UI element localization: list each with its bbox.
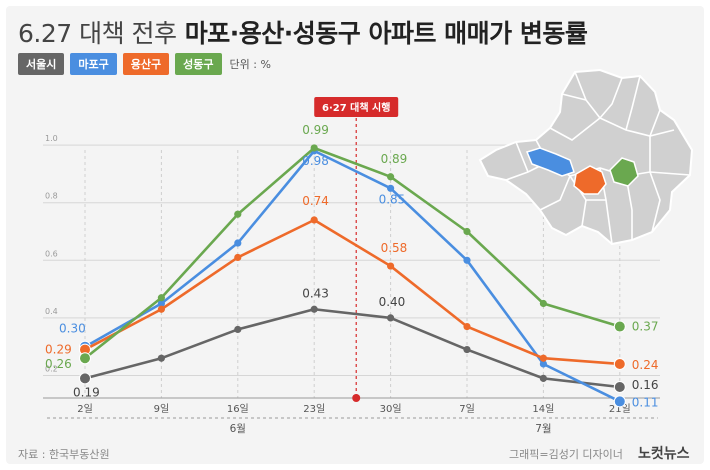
data-label: 0.74 — [302, 194, 329, 208]
month-label: 6월 — [230, 423, 246, 435]
y-tick-label: 0.4 — [45, 307, 58, 316]
data-point — [463, 256, 471, 264]
data-point — [157, 294, 165, 302]
data-point — [387, 314, 395, 322]
data-point — [613, 357, 626, 370]
seoul-outline — [478, 68, 694, 246]
data-label: 0.37 — [632, 320, 659, 334]
legend-yongsan: 용산구 — [122, 53, 170, 75]
event-dot — [352, 394, 361, 402]
data-label: 0.19 — [73, 385, 100, 399]
chart-title: 6.27 대책 전후 마포·용산·성동구 아파트 매매가 변동률 — [18, 14, 588, 50]
data-point — [613, 395, 626, 408]
graphic-credit: 그래픽=김성기 디자이너 — [509, 448, 623, 461]
map-mapo — [525, 147, 575, 177]
legend-seoul: 서울시 — [18, 53, 65, 75]
data-point — [463, 345, 471, 354]
data-point — [79, 352, 91, 365]
data-point — [463, 322, 471, 331]
legend-mapo: 마포구 — [70, 53, 117, 75]
data-label: 0.43 — [302, 286, 329, 300]
month-label: 7월 — [535, 423, 551, 435]
data-label: 0.26 — [45, 357, 72, 371]
data-point — [234, 239, 242, 247]
data-label: 0.30 — [59, 322, 86, 336]
event-marker: 6·27 대책 시행 — [314, 97, 399, 402]
map-seongdong — [609, 157, 639, 187]
data-point — [234, 210, 242, 218]
data-point — [234, 253, 242, 262]
y-tick-label: 0.8 — [45, 192, 58, 201]
data-label: 0.40 — [379, 295, 406, 309]
series-lines — [79, 144, 626, 408]
series-line-3 — [84, 146, 621, 360]
x-tick-label: 14일 — [532, 403, 554, 415]
legend-seongdong: 성동구 — [175, 53, 222, 75]
data-labels: 0.30 0.290.260.19 0.99 0.98 0.74 0.43 0.89 0.85… — [45, 123, 659, 409]
data-point — [539, 299, 548, 308]
x-tick-label: 23일 — [303, 403, 325, 415]
x-axis: 2일 9일 16일 23일 30일 7일 14일 21일 6월 7월 — [43, 397, 660, 435]
x-tick-label: 30일 — [380, 403, 402, 415]
data-point — [613, 381, 626, 394]
y-tick-label: 0.2 — [45, 365, 58, 374]
source-note: 자료 : 한국부동산원 — [18, 448, 110, 461]
series-line-1 — [84, 149, 621, 403]
title-date: 6.27 대책 전후 — [18, 19, 177, 48]
data-label: 0.58 — [381, 241, 408, 255]
brand-logo: 노컷뉴스 — [638, 446, 690, 462]
data-label: 0.85 — [379, 192, 406, 206]
data-label: 0.98 — [302, 154, 329, 168]
data-label: 0.16 — [632, 378, 659, 392]
series-line-2 — [84, 218, 620, 366]
data-point — [157, 299, 165, 308]
x-tick-label: 21일 — [609, 403, 631, 415]
data-point — [539, 354, 548, 362]
x-tick-label: 2일 — [77, 403, 93, 415]
map-yongsan — [573, 165, 607, 195]
data-point — [387, 173, 395, 181]
data-point — [387, 262, 395, 270]
legend: 서울시 마포구 용산구 성동구 단위 : % — [18, 53, 271, 75]
x-tick-label: 9일 — [154, 403, 170, 415]
series-line-0 — [84, 307, 620, 389]
y-tick-label: 1.0 — [45, 134, 58, 143]
event-label: 6·27 대책 시행 — [322, 101, 390, 114]
data-point — [234, 325, 242, 334]
title-main: 마포·용산·성동구 아파트 매매가 변동률 — [184, 19, 588, 48]
data-point — [310, 216, 318, 224]
data-label: 0.24 — [632, 358, 659, 372]
data-point — [157, 354, 165, 362]
x-tick-label: 16일 — [227, 403, 249, 415]
x-tick-label: 7일 — [459, 403, 475, 415]
data-point — [310, 144, 318, 152]
data-label: 0.11 — [632, 395, 659, 409]
event-box — [314, 97, 399, 117]
data-point — [539, 360, 548, 368]
data-point — [387, 184, 395, 192]
data-label: 0.89 — [381, 152, 408, 166]
data-point — [613, 320, 626, 333]
unit-label: 단위 : % — [229, 58, 271, 71]
data-label: 0.99 — [302, 123, 329, 137]
data-point — [463, 227, 471, 236]
data-point — [539, 374, 548, 382]
y-tick-label: 0.6 — [45, 249, 58, 258]
data-point — [310, 305, 318, 313]
data-point — [157, 305, 165, 313]
seoul-map — [478, 68, 694, 246]
data-label: 0.29 — [45, 343, 72, 357]
data-point — [79, 372, 91, 385]
